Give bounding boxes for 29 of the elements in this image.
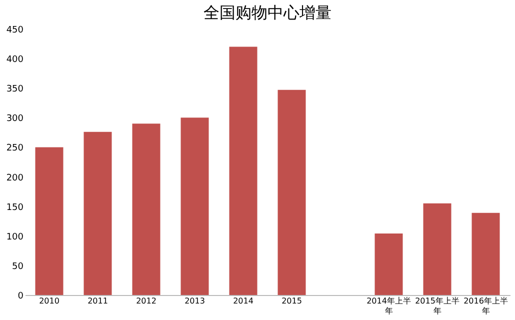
x-tick-label: 2015 — [282, 296, 302, 306]
y-tick-label: 250 — [6, 144, 24, 154]
bar — [35, 147, 64, 295]
x-tick-label: 2014 — [233, 296, 254, 306]
bar — [180, 118, 209, 295]
x-tick-label: 2015年上半年 — [415, 296, 460, 316]
x-tick-label: 2016年上半年 — [464, 296, 508, 316]
bar — [423, 203, 452, 295]
bar — [278, 90, 306, 295]
x-tick-label: 2011 — [88, 296, 108, 306]
bar — [374, 234, 403, 295]
x-tick-label: 2012 — [136, 296, 156, 306]
y-tick-label: 100 — [6, 232, 24, 242]
x-tick-label: 2014年上半年 — [366, 296, 411, 316]
bar — [132, 124, 160, 295]
bar — [84, 132, 112, 295]
y-tick-label: 300 — [6, 114, 24, 124]
y-tick-label: 350 — [6, 84, 24, 95]
chart-title: 全国购物中心增量 — [204, 3, 332, 22]
y-tick-label: 400 — [6, 55, 24, 66]
x-tick-label: 2010 — [39, 296, 60, 306]
y-tick-label: 450 — [6, 26, 24, 36]
y-tick-label: 200 — [6, 173, 24, 184]
y-tick-label: 150 — [6, 202, 24, 213]
y-tick-label: 50 — [12, 262, 24, 272]
y-tick-label: 0 — [18, 292, 24, 302]
bar — [472, 212, 500, 295]
x-tick-label: 2013 — [184, 296, 205, 306]
bar — [229, 46, 258, 295]
